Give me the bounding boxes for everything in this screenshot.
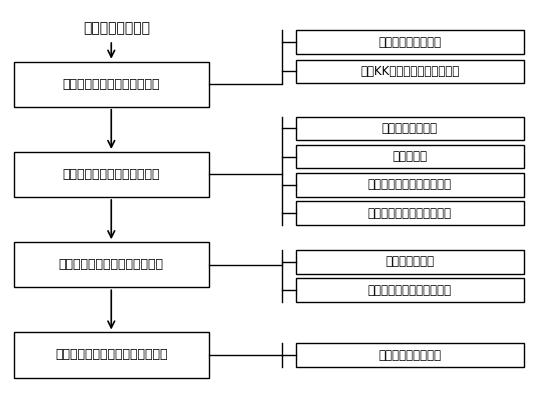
Text: 提高回收系统二硫化碳的吸附率: 提高回收系统二硫化碳的吸附率 [59,258,164,271]
Text: 降低二硫化碳添加量: 降低二硫化碳添加量 [378,35,441,49]
Bar [296,343,523,367]
Text: 改善KK型滤机运行参数或结构: 改善KK型滤机运行参数或结构 [360,65,459,78]
Text: 降低废丝废胶损耗: 降低废丝废胶损耗 [381,122,438,135]
Text: 降低原液车间二硫化碳的耗损: 降低原液车间二硫化碳的耗损 [62,78,160,91]
Bar [296,201,523,225]
Bar [14,62,209,107]
Text: 降低环境排风二硫化碳浓度: 降低环境排风二硫化碳浓度 [368,207,452,220]
Bar [296,173,523,197]
Text: 提高控制阀门密封性: 提高控制阀门密封性 [378,349,441,362]
Bar [296,60,523,83]
Text: 降低精炼排风二硫化碳浓度: 降低精炼排风二硫化碳浓度 [368,178,452,191]
Text: 降低纺练车间二硫化碳的耗损: 降低纺练车间二硫化碳的耗损 [62,168,160,181]
Text: 降低污水处理系统二硫化碳的耗损: 降低污水处理系统二硫化碳的耗损 [55,349,168,361]
Bar [296,30,523,54]
Bar [14,242,209,287]
Bar [296,117,523,140]
Text: 粘胶纤维生产工艺: 粘胶纤维生产工艺 [83,21,150,35]
Text: 提高冷凝回收率: 提高冷凝回收率 [385,255,434,268]
Text: 降低精炼排风二硫化碳浓度: 降低精炼排风二硫化碳浓度 [368,283,452,297]
Bar [296,278,523,302]
Bar [296,145,523,168]
Bar [296,250,523,273]
Bar [14,332,209,378]
Bar [14,152,209,197]
Text: 降低换头率: 降低换头率 [392,150,427,163]
